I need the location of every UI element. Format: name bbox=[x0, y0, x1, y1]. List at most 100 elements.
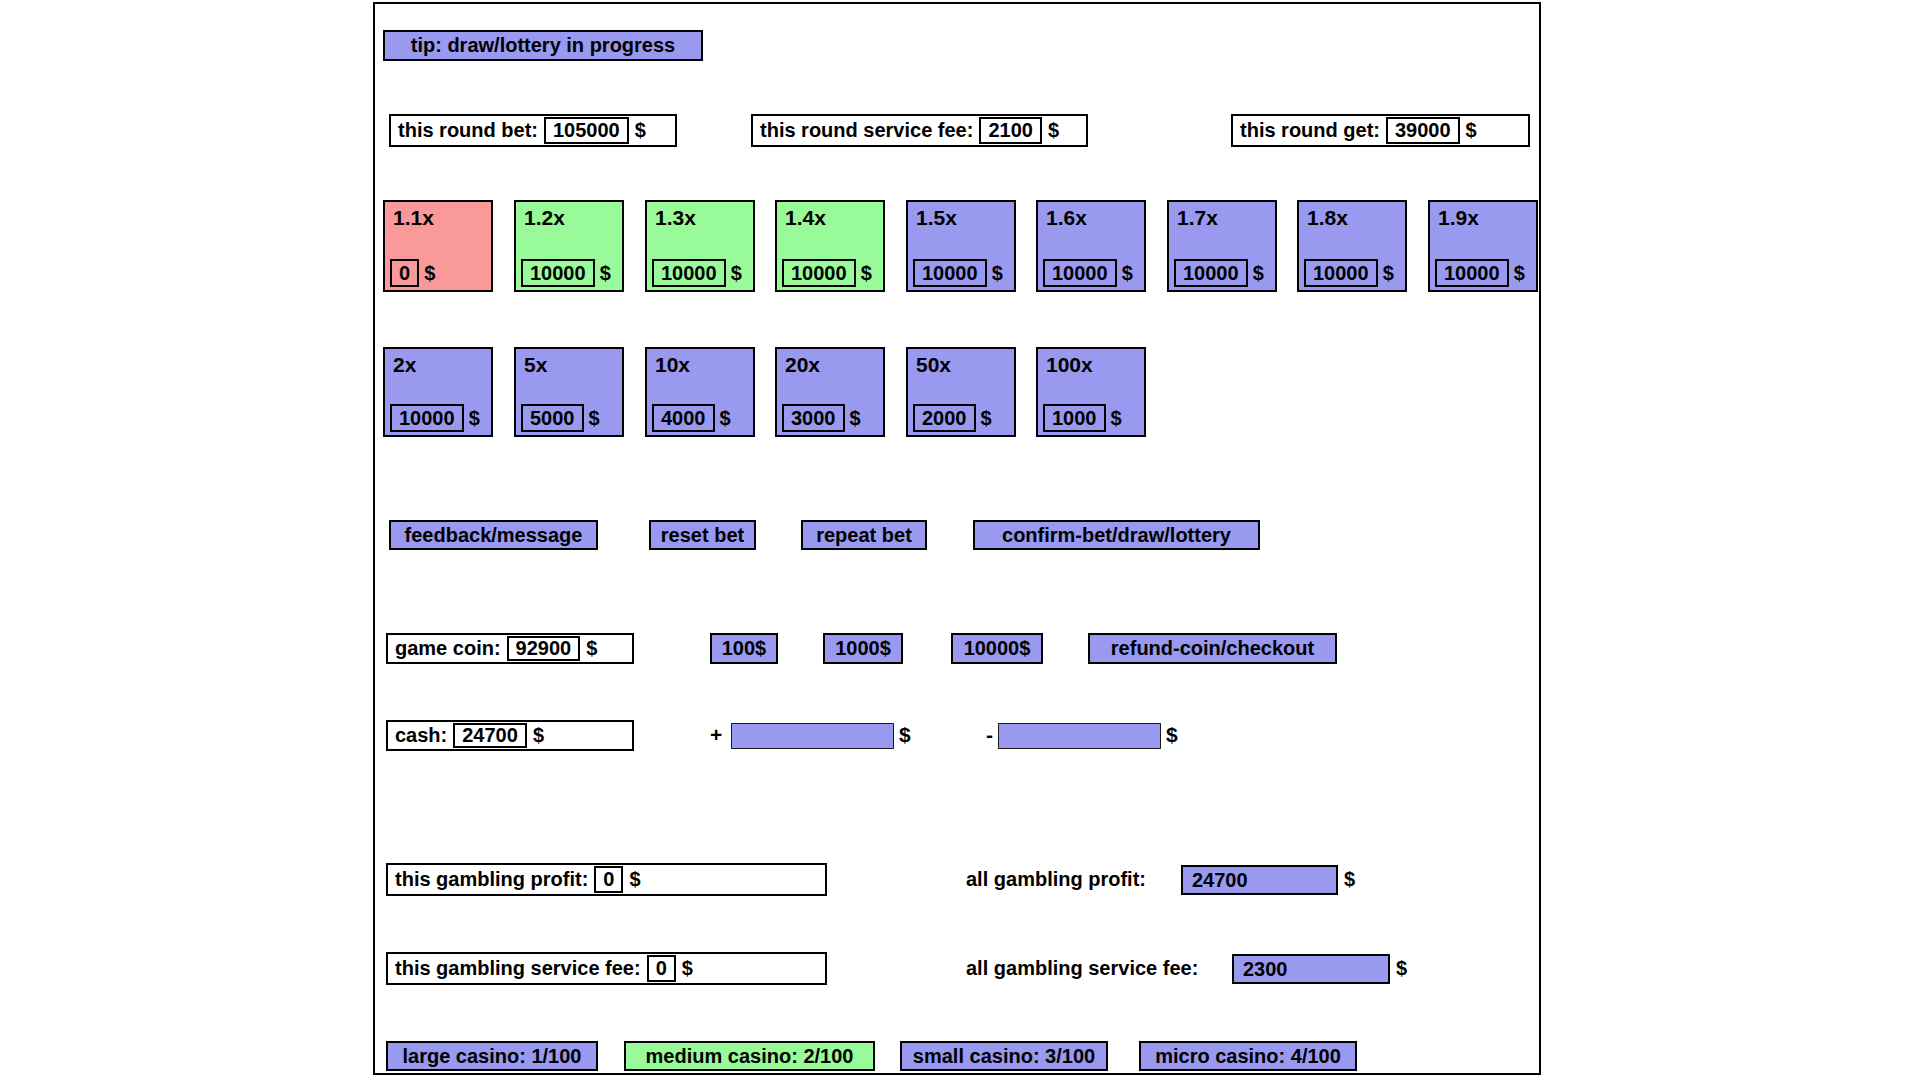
game-coin-box: game coin: 92900 $ bbox=[386, 633, 634, 664]
bet-amount-input[interactable]: 1000 bbox=[1043, 404, 1106, 432]
game-coin-input[interactable]: 92900 bbox=[507, 636, 581, 661]
feedback-message-button[interactable]: feedback/message bbox=[389, 520, 598, 550]
multiplier-label: 1.2x bbox=[524, 206, 565, 230]
currency-label: $ bbox=[1122, 262, 1133, 285]
cash-add-input[interactable] bbox=[731, 723, 894, 749]
multiplier-label: 1.6x bbox=[1046, 206, 1087, 230]
multiplier-1-3x-cell[interactable]: 1.3x 10000$ bbox=[645, 200, 755, 292]
add-coin-1000-button[interactable]: 1000$ bbox=[823, 633, 903, 664]
multiplier-label: 1.8x bbox=[1307, 206, 1348, 230]
add-coin-10000-button[interactable]: 10000$ bbox=[951, 633, 1043, 664]
multiplier-label: 1.1x bbox=[393, 206, 434, 230]
multiplier-label: 5x bbox=[524, 353, 547, 377]
currency-label: $ bbox=[533, 724, 544, 747]
add-coin-100-button[interactable]: 100$ bbox=[710, 633, 778, 664]
currency-label: $ bbox=[1383, 262, 1394, 285]
multiplier-label: 50x bbox=[916, 353, 951, 377]
multiplier-10x-cell[interactable]: 10x 4000$ bbox=[645, 347, 755, 437]
currency-label: $ bbox=[861, 262, 872, 285]
round-get-label: this round get: bbox=[1240, 119, 1380, 142]
multiplier-100x-cell[interactable]: 100x 1000$ bbox=[1036, 347, 1146, 437]
multiplier-label: 1.3x bbox=[655, 206, 696, 230]
multiplier-5x-cell[interactable]: 5x 5000$ bbox=[514, 347, 624, 437]
currency-label: $ bbox=[682, 957, 693, 980]
currency-label: $ bbox=[586, 637, 597, 660]
bet-amount-input[interactable]: 10000 bbox=[1304, 259, 1378, 287]
bet-amount-input[interactable]: 0 bbox=[390, 259, 419, 287]
this-gambling-service-fee-input[interactable]: 0 bbox=[647, 955, 676, 982]
this-gambling-service-fee-label: this gambling service fee: bbox=[395, 957, 641, 980]
this-gambling-profit-box: this gambling profit: 0 $ bbox=[386, 863, 827, 896]
cash-label: cash: bbox=[395, 724, 447, 747]
currency-label: $ bbox=[992, 262, 1003, 285]
large-casino-tab[interactable]: large casino: 1/100 bbox=[386, 1041, 598, 1071]
multiplier-1-2x-cell[interactable]: 1.2x 10000$ bbox=[514, 200, 624, 292]
multiplier-1-5x-cell[interactable]: 1.5x 10000$ bbox=[906, 200, 1016, 292]
multiplier-1-1x-cell[interactable]: 1.1x 0$ bbox=[383, 200, 493, 292]
all-gambling-profit-input[interactable]: 24700 bbox=[1181, 865, 1338, 895]
this-gambling-profit-input[interactable]: 0 bbox=[594, 866, 623, 893]
refund-coin-checkout-button[interactable]: refund-coin/checkout bbox=[1088, 633, 1337, 664]
currency-label: $ bbox=[731, 262, 742, 285]
currency-label: $ bbox=[469, 407, 480, 430]
currency-label: $ bbox=[1048, 119, 1059, 142]
bet-amount-input[interactable]: 10000 bbox=[1174, 259, 1248, 287]
small-casino-tab[interactable]: small casino: 3/100 bbox=[900, 1041, 1108, 1071]
round-service-fee-input[interactable]: 2100 bbox=[979, 117, 1042, 144]
repeat-bet-button[interactable]: repeat bet bbox=[801, 520, 927, 550]
bet-amount-input[interactable]: 3000 bbox=[782, 404, 845, 432]
multiplier-label: 1.4x bbox=[785, 206, 826, 230]
round-service-fee-box: this round service fee: 2100 $ bbox=[751, 114, 1088, 147]
this-gambling-profit-label: this gambling profit: bbox=[395, 868, 588, 891]
multiplier-label: 1.7x bbox=[1177, 206, 1218, 230]
bet-amount-input[interactable]: 10000 bbox=[782, 259, 856, 287]
reset-bet-button[interactable]: reset bet bbox=[649, 520, 756, 550]
cash-input[interactable]: 24700 bbox=[453, 723, 527, 748]
round-get-input[interactable]: 39000 bbox=[1386, 117, 1460, 144]
all-gambling-service-fee-label: all gambling service fee: bbox=[966, 952, 1198, 985]
currency-label: $ bbox=[1514, 262, 1525, 285]
multiplier-label: 1.9x bbox=[1438, 206, 1479, 230]
currency-label: $ bbox=[1466, 119, 1477, 142]
multiplier-label: 20x bbox=[785, 353, 820, 377]
minus-sign: - bbox=[986, 721, 993, 749]
currency-label: $ bbox=[1111, 407, 1122, 430]
confirm-bet-draw-lottery-button[interactable]: confirm-bet/draw/lottery bbox=[973, 520, 1260, 550]
bet-amount-input[interactable]: 10000 bbox=[652, 259, 726, 287]
round-get-box: this round get: 39000 $ bbox=[1231, 114, 1530, 147]
cash-subtract-input[interactable] bbox=[998, 723, 1161, 749]
bet-amount-input[interactable]: 10000 bbox=[390, 404, 464, 432]
bet-amount-input[interactable]: 10000 bbox=[1043, 259, 1117, 287]
tip-banner: tip: draw/lottery in progress bbox=[383, 30, 703, 61]
multiplier-label: 1.5x bbox=[916, 206, 957, 230]
multiplier-1-9x-cell[interactable]: 1.9x 10000$ bbox=[1428, 200, 1538, 292]
bet-amount-input[interactable]: 2000 bbox=[913, 404, 976, 432]
cash-box: cash: 24700 $ bbox=[386, 720, 634, 751]
currency-label: $ bbox=[629, 868, 640, 891]
multiplier-1-7x-cell[interactable]: 1.7x 10000$ bbox=[1167, 200, 1277, 292]
multiplier-1-6x-cell[interactable]: 1.6x 10000$ bbox=[1036, 200, 1146, 292]
bet-amount-input[interactable]: 10000 bbox=[913, 259, 987, 287]
multiplier-label: 2x bbox=[393, 353, 416, 377]
round-bet-input[interactable]: 105000 bbox=[544, 117, 629, 144]
multiplier-20x-cell[interactable]: 20x 3000$ bbox=[775, 347, 885, 437]
multiplier-label: 100x bbox=[1046, 353, 1093, 377]
bet-amount-input[interactable]: 5000 bbox=[521, 404, 584, 432]
currency-label: $ bbox=[720, 407, 731, 430]
multiplier-1-8x-cell[interactable]: 1.8x 10000$ bbox=[1297, 200, 1407, 292]
bet-amount-input[interactable]: 10000 bbox=[521, 259, 595, 287]
multiplier-1-4x-cell[interactable]: 1.4x 10000$ bbox=[775, 200, 885, 292]
currency-label: $ bbox=[850, 407, 861, 430]
medium-casino-tab[interactable]: medium casino: 2/100 bbox=[624, 1041, 875, 1071]
bet-amount-input[interactable]: 10000 bbox=[1435, 259, 1509, 287]
currency-label: $ bbox=[1253, 262, 1264, 285]
round-bet-label: this round bet: bbox=[398, 119, 538, 142]
currency-label: $ bbox=[600, 262, 611, 285]
multiplier-50x-cell[interactable]: 50x 2000$ bbox=[906, 347, 1016, 437]
micro-casino-tab[interactable]: micro casino: 4/100 bbox=[1139, 1041, 1357, 1071]
currency-label: $ bbox=[899, 721, 911, 749]
currency-label: $ bbox=[1344, 863, 1355, 896]
bet-amount-input[interactable]: 4000 bbox=[652, 404, 715, 432]
all-gambling-service-fee-input[interactable]: 2300 bbox=[1232, 954, 1390, 984]
multiplier-2x-cell[interactable]: 2x 10000$ bbox=[383, 347, 493, 437]
